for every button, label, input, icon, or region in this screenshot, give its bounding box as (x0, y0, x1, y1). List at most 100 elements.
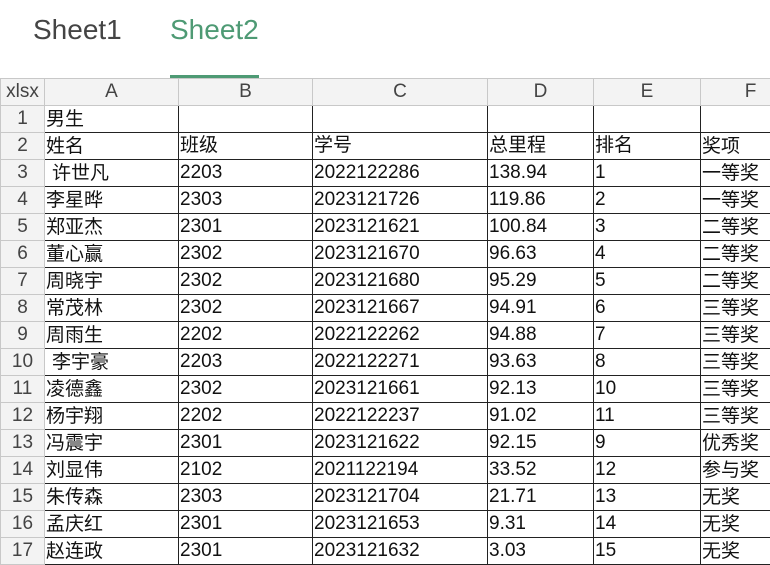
cell-b11[interactable]: 2302 (179, 376, 313, 403)
cell-b14[interactable]: 2102 (179, 457, 313, 484)
column-header-b[interactable]: B (179, 79, 313, 106)
cell-f11[interactable]: 三等奖 (701, 376, 770, 403)
row-header[interactable]: 3 (1, 160, 45, 187)
cell-b2[interactable]: 班级 (179, 133, 313, 160)
column-header-e[interactable]: E (594, 79, 701, 106)
row-header[interactable]: 8 (1, 295, 45, 322)
cell-c11[interactable]: 2023121661 (313, 376, 488, 403)
row-header[interactable]: 10 (1, 349, 45, 376)
cell-f9[interactable]: 三等奖 (701, 322, 770, 349)
cell-e4[interactable]: 2 (594, 187, 701, 214)
cell-d11[interactable]: 92.13 (488, 376, 594, 403)
cell-d7[interactable]: 95.29 (488, 268, 594, 295)
row-header[interactable]: 4 (1, 187, 45, 214)
cell-f1[interactable] (701, 106, 770, 133)
cell-e12[interactable]: 11 (594, 403, 701, 430)
cell-f6[interactable]: 二等奖 (701, 241, 770, 268)
cell-d13[interactable]: 92.15 (488, 430, 594, 457)
row-header[interactable]: 7 (1, 268, 45, 295)
cell-c3[interactable]: 2022122286 (313, 160, 488, 187)
cell-b4[interactable]: 2303 (179, 187, 313, 214)
cell-c1[interactable] (313, 106, 488, 133)
row-header[interactable]: 1 (1, 106, 45, 133)
cell-a11[interactable]: 凌德鑫 (45, 376, 179, 403)
cell-f14[interactable]: 参与奖 (701, 457, 770, 484)
cell-d2[interactable]: 总里程 (488, 133, 594, 160)
cell-f12[interactable]: 三等奖 (701, 403, 770, 430)
cell-f15[interactable]: 无奖 (701, 484, 770, 511)
cell-d9[interactable]: 94.88 (488, 322, 594, 349)
cell-a17[interactable]: 赵连政 (45, 538, 179, 565)
cell-e5[interactable]: 3 (594, 214, 701, 241)
cell-a5[interactable]: 郑亚杰 (45, 214, 179, 241)
cell-c5[interactable]: 2023121621 (313, 214, 488, 241)
cell-a16[interactable]: 孟庆红 (45, 511, 179, 538)
cell-e7[interactable]: 5 (594, 268, 701, 295)
cell-b15[interactable]: 2303 (179, 484, 313, 511)
cell-e17[interactable]: 15 (594, 538, 701, 565)
cell-f3[interactable]: 一等奖 (701, 160, 770, 187)
cell-b3[interactable]: 2203 (179, 160, 313, 187)
row-header[interactable]: 14 (1, 457, 45, 484)
cell-b13[interactable]: 2301 (179, 430, 313, 457)
cell-d15[interactable]: 21.71 (488, 484, 594, 511)
cell-a9[interactable]: 周雨生 (45, 322, 179, 349)
cell-c4[interactable]: 2023121726 (313, 187, 488, 214)
cell-e14[interactable]: 12 (594, 457, 701, 484)
cell-e9[interactable]: 7 (594, 322, 701, 349)
cell-e15[interactable]: 13 (594, 484, 701, 511)
tab-sheet2[interactable]: Sheet2 (170, 12, 259, 76)
cell-c8[interactable]: 2023121667 (313, 295, 488, 322)
cell-b1[interactable] (179, 106, 313, 133)
row-header[interactable]: 5 (1, 214, 45, 241)
row-header[interactable]: 15 (1, 484, 45, 511)
row-header[interactable]: 9 (1, 322, 45, 349)
cell-d10[interactable]: 93.63 (488, 349, 594, 376)
cell-d5[interactable]: 100.84 (488, 214, 594, 241)
cell-b5[interactable]: 2301 (179, 214, 313, 241)
cell-e13[interactable]: 9 (594, 430, 701, 457)
cell-c13[interactable]: 2023121622 (313, 430, 488, 457)
cell-f17[interactable]: 无奖 (701, 538, 770, 565)
cell-a10[interactable]: 李宇豪 (45, 349, 179, 376)
cell-d6[interactable]: 96.63 (488, 241, 594, 268)
column-header-a[interactable]: A (45, 79, 179, 106)
cell-e8[interactable]: 6 (594, 295, 701, 322)
cell-f16[interactable]: 无奖 (701, 511, 770, 538)
cell-b7[interactable]: 2302 (179, 268, 313, 295)
cell-f5[interactable]: 二等奖 (701, 214, 770, 241)
cell-d17[interactable]: 3.03 (488, 538, 594, 565)
cell-f10[interactable]: 三等奖 (701, 349, 770, 376)
cell-d14[interactable]: 33.52 (488, 457, 594, 484)
cell-d1[interactable] (488, 106, 594, 133)
cell-e11[interactable]: 10 (594, 376, 701, 403)
row-header[interactable]: 11 (1, 376, 45, 403)
select-all-corner[interactable]: xlsx (1, 79, 45, 106)
column-header-d[interactable]: D (488, 79, 594, 106)
cell-c7[interactable]: 2023121680 (313, 268, 488, 295)
cell-c16[interactable]: 2023121653 (313, 511, 488, 538)
cell-c17[interactable]: 2023121632 (313, 538, 488, 565)
cell-a2[interactable]: 姓名 (45, 133, 179, 160)
cell-b6[interactable]: 2302 (179, 241, 313, 268)
row-header[interactable]: 12 (1, 403, 45, 430)
cell-f2[interactable]: 奖项 (701, 133, 770, 160)
cell-a4[interactable]: 李星晔 (45, 187, 179, 214)
cell-f4[interactable]: 一等奖 (701, 187, 770, 214)
cell-c9[interactable]: 2022122262 (313, 322, 488, 349)
cell-c15[interactable]: 2023121704 (313, 484, 488, 511)
cell-a14[interactable]: 刘显伟 (45, 457, 179, 484)
row-header[interactable]: 6 (1, 241, 45, 268)
cell-c2[interactable]: 学号 (313, 133, 488, 160)
cell-e1[interactable] (594, 106, 701, 133)
column-header-f[interactable]: F (701, 79, 770, 106)
cell-b16[interactable]: 2301 (179, 511, 313, 538)
row-header[interactable]: 16 (1, 511, 45, 538)
cell-c10[interactable]: 2022122271 (313, 349, 488, 376)
cell-e10[interactable]: 8 (594, 349, 701, 376)
row-header[interactable]: 2 (1, 133, 45, 160)
cell-d4[interactable]: 119.86 (488, 187, 594, 214)
cell-a7[interactable]: 周晓宇 (45, 268, 179, 295)
row-header[interactable]: 17 (1, 538, 45, 565)
row-header[interactable]: 13 (1, 430, 45, 457)
